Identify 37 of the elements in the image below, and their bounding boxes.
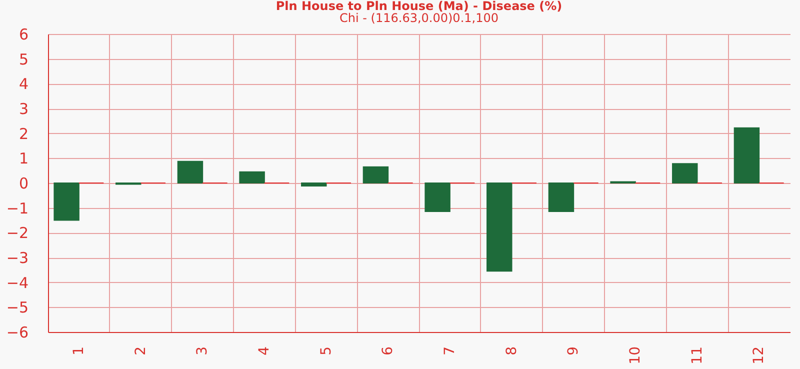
bar — [239, 171, 265, 184]
bar — [548, 182, 574, 212]
x-tick-label: 4 — [256, 346, 272, 356]
x-tick-label: 8 — [504, 346, 520, 356]
bar — [672, 163, 698, 184]
y-tick-label: −1 — [6, 199, 28, 218]
x-tick-label: 12 — [751, 346, 768, 364]
y-tick-label: −3 — [6, 249, 28, 267]
y-tick-label: 4 — [18, 75, 28, 94]
bar — [362, 166, 389, 184]
bar — [54, 182, 80, 221]
x-tick-label: 2 — [132, 346, 149, 356]
y-tick-label: 6 — [18, 26, 28, 44]
x-tick-label: 5 — [318, 346, 334, 356]
x-tick-label: 10 — [627, 346, 644, 364]
x-tick-label: 9 — [566, 346, 582, 356]
bar — [301, 182, 327, 186]
x-tick-label: 7 — [442, 346, 458, 356]
y-tick-label: −2 — [6, 224, 28, 242]
y-tick-label: 2 — [18, 124, 28, 143]
bar — [734, 127, 760, 184]
x-tick-label: 11 — [689, 346, 706, 364]
y-tick-label: −4 — [6, 274, 28, 292]
y-tick-label: 5 — [18, 50, 28, 68]
y-tick-label: −6 — [6, 324, 28, 342]
y-tick-label: 1 — [18, 150, 28, 168]
chart-title: Pln House to Pln House (Ma) - Disease (%) — [276, 0, 562, 13]
bar — [177, 160, 204, 184]
bar — [424, 182, 450, 212]
bar — [486, 182, 512, 272]
chart-subtitle: Chi - (116.63,0.00)0.1,100 — [340, 11, 498, 25]
y-tick-label: −5 — [6, 298, 28, 317]
y-tick-label: 0 — [18, 174, 28, 192]
x-tick-label: 1 — [70, 346, 87, 356]
y-tick-label: 3 — [18, 100, 28, 118]
x-tick-label: 3 — [194, 346, 211, 356]
x-tick-label: 6 — [380, 346, 396, 356]
